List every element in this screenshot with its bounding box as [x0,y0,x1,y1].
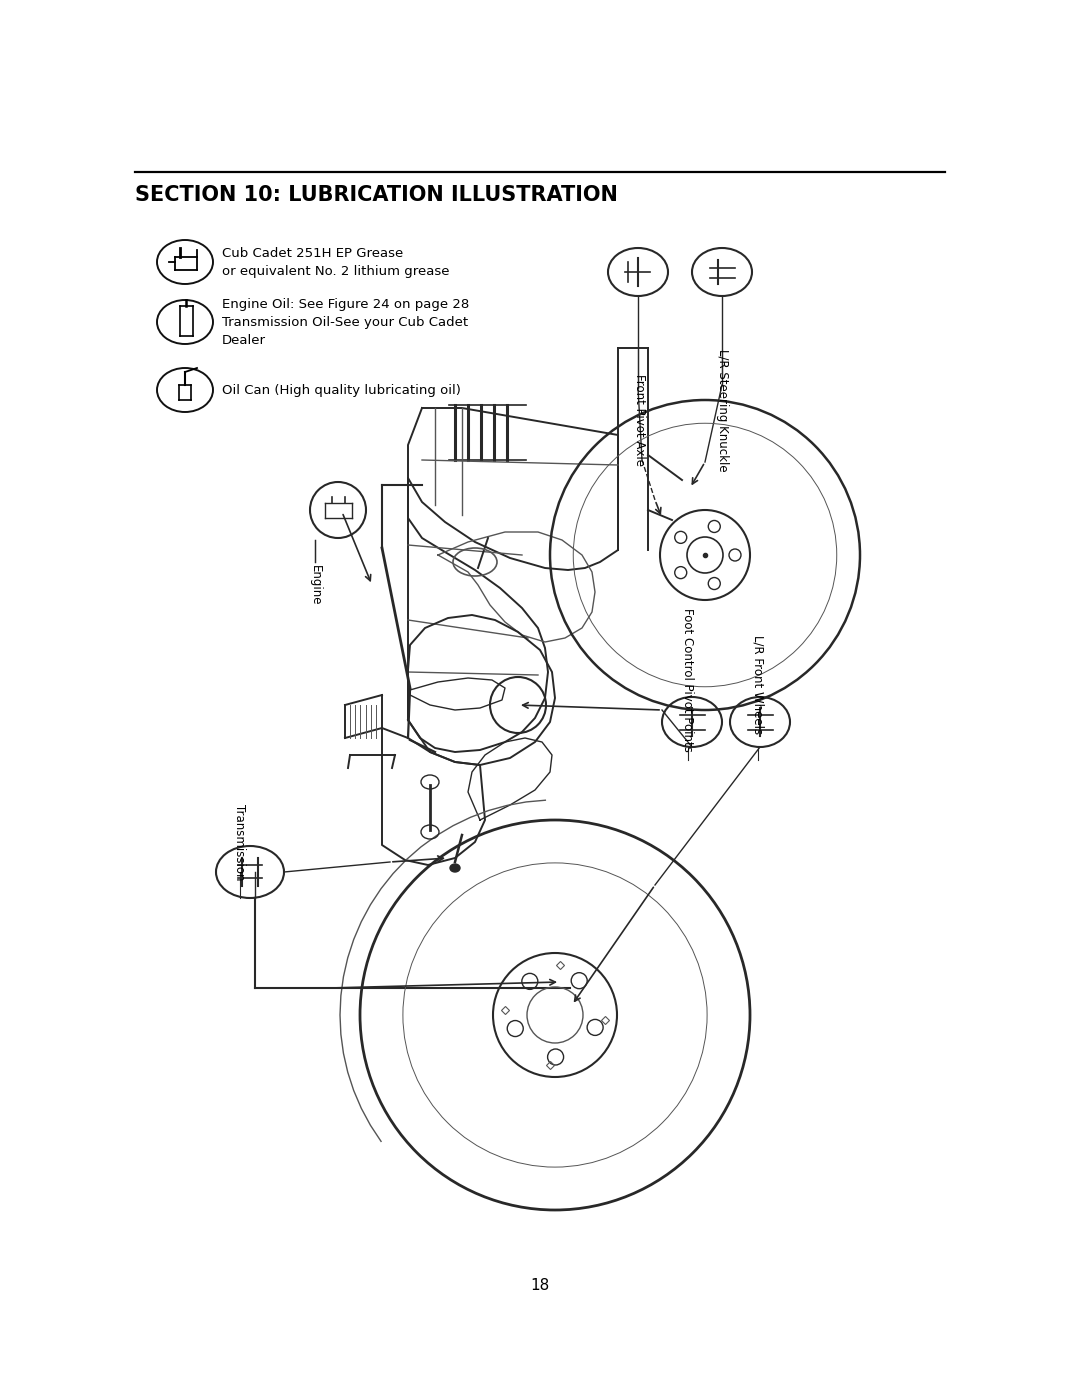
Text: L/R Front Wheels: L/R Front Wheels [752,636,765,735]
Text: Engine Oil: See Figure 24 on page 28
Transmission Oil-See your Cub Cadet
Dealer: Engine Oil: See Figure 24 on page 28 Tra… [222,298,469,346]
Text: Cub Cadet 251H EP Grease
or equivalent No. 2 lithium grease: Cub Cadet 251H EP Grease or equivalent N… [222,246,449,278]
Text: Engine: Engine [309,564,322,605]
Text: Front Pivot Axle: Front Pivot Axle [634,374,647,467]
Ellipse shape [450,863,460,872]
Text: Foot Control Pivot Points: Foot Control Pivot Points [681,608,694,752]
Text: SECTION 10: LUBRICATION ILLUSTRATION: SECTION 10: LUBRICATION ILLUSTRATION [135,184,618,205]
Text: Oil Can (High quality lubricating oil): Oil Can (High quality lubricating oil) [222,384,461,397]
Text: L/R Steering Knuckle: L/R Steering Knuckle [715,349,729,471]
Text: Transmission: Transmission [233,803,246,880]
Text: 18: 18 [530,1277,550,1292]
